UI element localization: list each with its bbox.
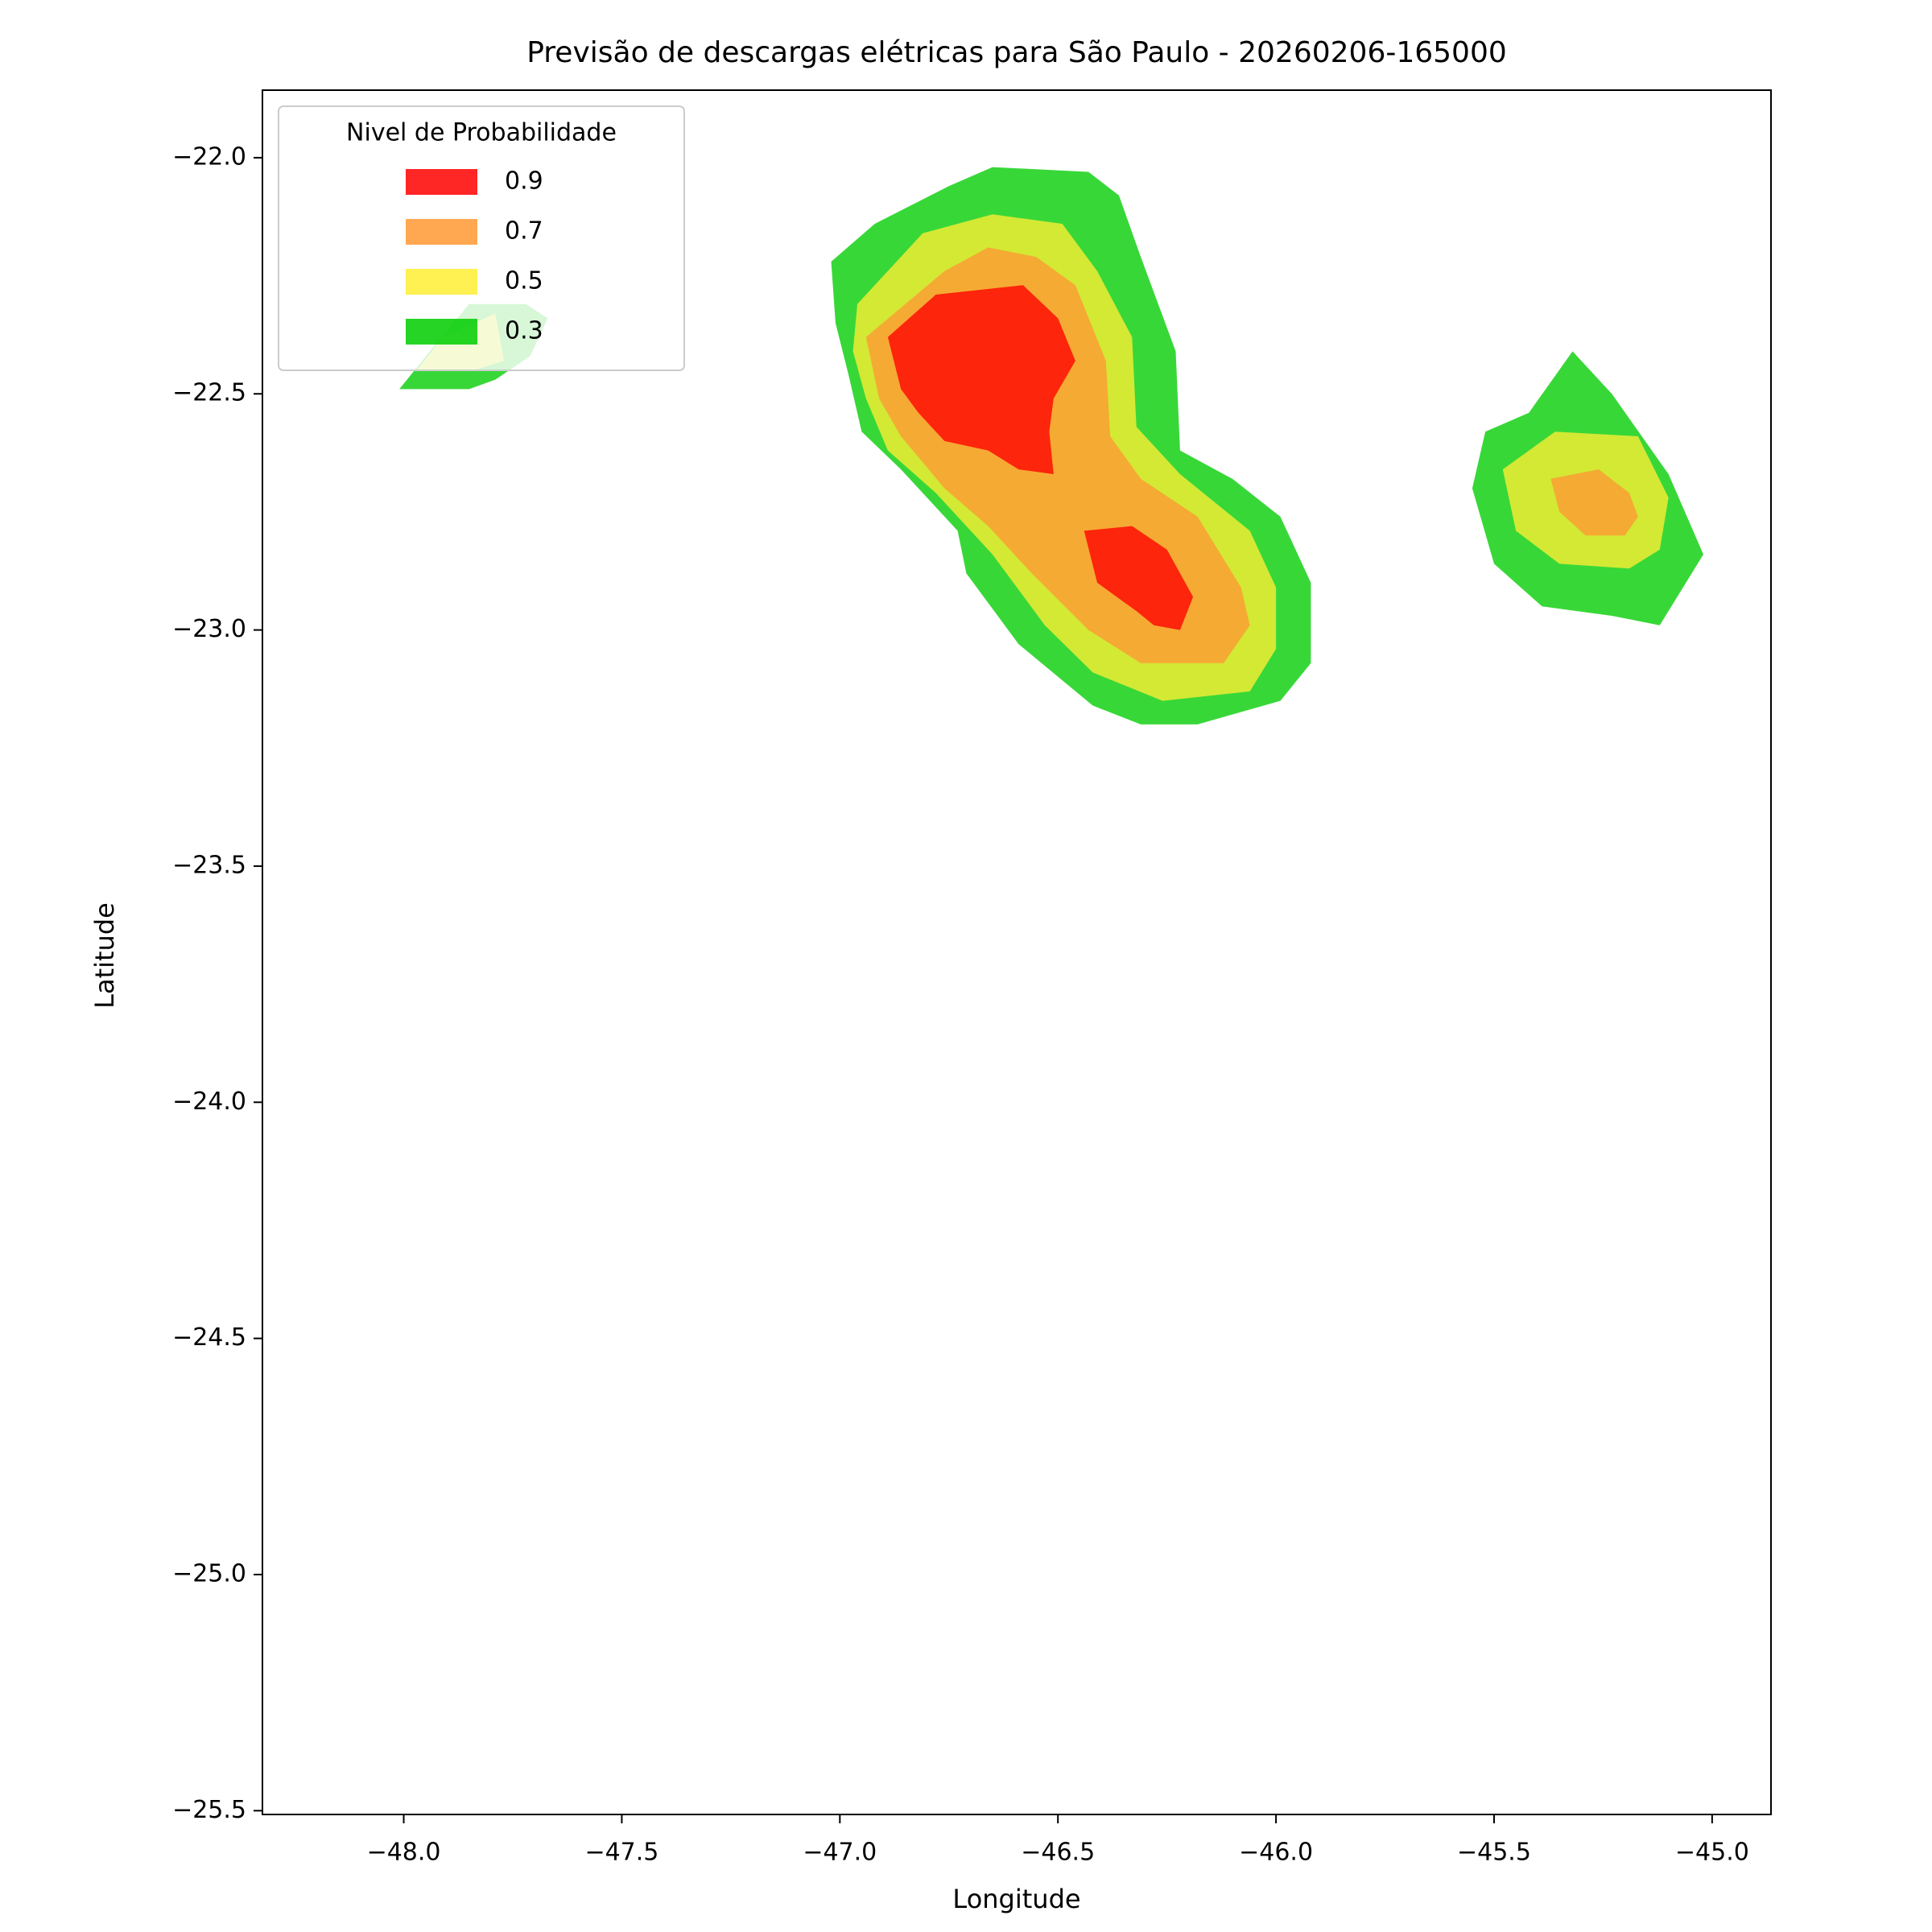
x-tick-label: −46.5 — [1021, 1839, 1095, 1867]
legend-swatch — [406, 169, 477, 195]
contour-region — [1550, 469, 1638, 536]
y-tick-label: −23.0 — [172, 615, 246, 643]
legend-label: 0.5 — [505, 267, 543, 295]
contour-region — [887, 285, 1075, 474]
x-tick-label: −47.0 — [803, 1839, 877, 1867]
x-tick-label: −45.5 — [1457, 1839, 1531, 1867]
legend-swatch — [406, 219, 477, 245]
y-tick-label: −25.5 — [172, 1796, 246, 1824]
x-tick-label: −47.5 — [584, 1839, 658, 1867]
chart-title: Previsão de descargas elétricas para São… — [526, 36, 1507, 69]
y-tick-label: −23.5 — [172, 851, 246, 879]
y-tick-label: −25.0 — [172, 1559, 246, 1587]
contour-region — [1084, 526, 1194, 630]
x-tick-label: −45.0 — [1675, 1839, 1749, 1867]
legend-label: 0.9 — [505, 167, 543, 196]
y-tick-label: −24.5 — [172, 1323, 246, 1352]
axes-frame — [262, 89, 1772, 1815]
legend-swatch — [406, 319, 477, 345]
x-tick-label: −46.0 — [1239, 1839, 1313, 1867]
y-tick-label: −24.0 — [172, 1088, 246, 1116]
legend-title: Nivel de Probabilidade — [346, 119, 617, 147]
x-tick-label: −48.0 — [367, 1839, 441, 1867]
legend-label: 0.3 — [505, 317, 543, 345]
legend-swatch — [406, 269, 477, 295]
y-tick-label: −22.0 — [172, 142, 246, 171]
legend-label: 0.7 — [505, 217, 543, 246]
plot-area — [399, 167, 1703, 724]
y-tick-label: −22.5 — [172, 379, 246, 407]
legend-box — [278, 105, 685, 371]
y-axis-label: Latitude — [89, 902, 120, 1009]
x-axis-label: Longitude — [952, 1884, 1080, 1914]
